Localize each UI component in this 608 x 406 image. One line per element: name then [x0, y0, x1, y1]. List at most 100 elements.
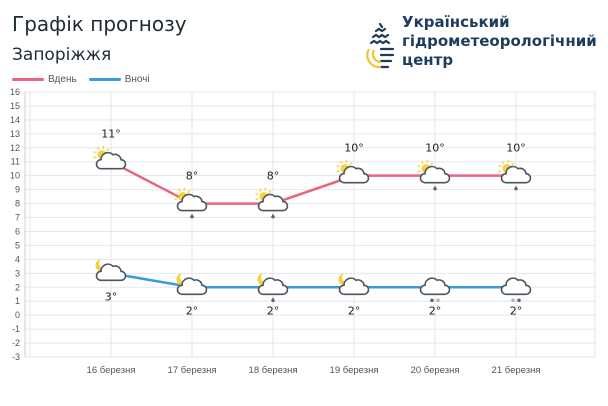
weather-icon-cloud-snow-rain [500, 277, 532, 303]
y-tick-label: 13 [10, 129, 20, 139]
logo-line: центр [402, 51, 454, 69]
sun-ray [258, 188, 262, 192]
weather-icon-moon-cloud-rain [257, 273, 289, 303]
y-tick-label: 15 [10, 101, 20, 111]
data-label: 10° [506, 142, 526, 155]
weather-icon-sun-cloud [93, 145, 127, 170]
legend-swatch-day[interactable] [12, 78, 44, 81]
y-tick-label: -1 [12, 324, 20, 334]
y-tick-label: 1 [15, 296, 20, 306]
weather-icon-sun-cloud-rain [174, 187, 208, 219]
sun-ray [336, 170, 340, 173]
sun-ray [264, 187, 267, 191]
y-tick-label: 7 [15, 213, 20, 223]
x-tick-label: 17 березня [168, 365, 217, 376]
y-tick-label: 8 [15, 199, 20, 209]
data-label: 2° [186, 304, 199, 317]
x-tick-label: 21 березня [492, 365, 541, 376]
y-tick-label: 2 [15, 282, 20, 292]
sun-ray [498, 170, 502, 173]
cloud-icon [95, 151, 127, 170]
series-line-day [110, 160, 516, 205]
x-tick-label: 16 березня [87, 365, 136, 376]
cloud-icon [419, 165, 451, 184]
y-tick-label: 4 [15, 254, 20, 264]
cloud-icon [338, 165, 370, 184]
sun-ray [430, 162, 434, 166]
cloud-icon [176, 193, 208, 212]
snowflake-icon [436, 298, 440, 303]
rain-drop-icon [190, 213, 194, 219]
sun-ray [106, 148, 110, 152]
sun-ray [417, 170, 421, 173]
moon-icon [338, 273, 350, 286]
logo-text: Український гідрометеорологічний центр [402, 13, 597, 70]
snowflake-icon [511, 298, 515, 303]
weather-icon-moon-cloud [176, 273, 208, 296]
logo-icon [366, 22, 395, 69]
data-label: 10° [425, 142, 445, 155]
y-tick-label: 14 [10, 115, 20, 125]
cloud-icon [95, 263, 127, 282]
weather-icon-moon-cloud [338, 273, 370, 296]
y-tick-label: 0 [15, 310, 20, 320]
sun-ray [420, 160, 424, 164]
sun-ray [426, 159, 429, 163]
sun-ray [345, 159, 348, 163]
data-label: 2° [510, 304, 523, 317]
sun-ray [349, 162, 353, 166]
data-label: 2° [429, 304, 442, 317]
sun-ray [96, 146, 100, 150]
weather-icon-sun-cloud-rain [417, 159, 451, 191]
y-tick-label: -3 [12, 352, 20, 362]
legend: Вдень Вночі [12, 74, 158, 85]
sun-ray [501, 160, 505, 164]
cloud-icon [419, 277, 451, 296]
y-tick-label: 9 [15, 185, 20, 195]
rain-drop-icon [514, 185, 518, 191]
sun-ray [177, 188, 181, 192]
data-label: 2° [267, 304, 280, 317]
moon-icon [95, 259, 107, 272]
page-title: Графік прогнозу [12, 12, 187, 36]
y-tick-label: -2 [12, 338, 20, 348]
weather-icon-cloud-rain-snow [419, 277, 451, 303]
x-tick-label: 18 березня [249, 365, 298, 376]
weather-icon-sun-cloud-rain [255, 187, 289, 219]
series-line-night [110, 272, 516, 289]
y-tick-label: 5 [15, 240, 20, 250]
sun-ray [187, 190, 191, 194]
moon-icon [176, 273, 188, 286]
cloud-icon [257, 193, 289, 212]
legend-label-day[interactable]: Вдень [48, 74, 77, 85]
sun-ray [511, 162, 515, 166]
rain-drop-icon [517, 298, 521, 303]
y-tick-label: 12 [10, 143, 20, 153]
weather-icon-sun-cloud [336, 159, 370, 184]
moon-icon [257, 273, 269, 286]
weather-icon-sun-cloud-rain [498, 159, 532, 191]
sun-ray [498, 164, 502, 168]
cloud-icon [338, 277, 370, 296]
data-label: 10° [344, 142, 364, 155]
data-label: 3° [105, 290, 118, 303]
y-tick-label: 3 [15, 268, 20, 278]
logo-line: Український [402, 13, 510, 31]
data-label: 11° [101, 128, 121, 141]
cloud-icon [176, 277, 208, 296]
y-tick-label: 10 [10, 171, 20, 181]
legend-label-night[interactable]: Вночі [124, 74, 150, 85]
x-tick-label: 19 березня [330, 365, 379, 376]
sun-ray [174, 192, 178, 196]
sun-ray [417, 164, 421, 168]
sun-ray [268, 190, 272, 194]
city-name: Запоріжжя [12, 45, 112, 65]
cloud-icon [500, 165, 532, 184]
sun-ray [174, 198, 178, 201]
legend-swatch-night[interactable] [88, 78, 121, 81]
y-tick-label: 16 [10, 87, 20, 97]
weather-icon-moon-cloud [95, 259, 127, 282]
sun-ray [93, 151, 97, 154]
sun-ray [507, 159, 510, 163]
